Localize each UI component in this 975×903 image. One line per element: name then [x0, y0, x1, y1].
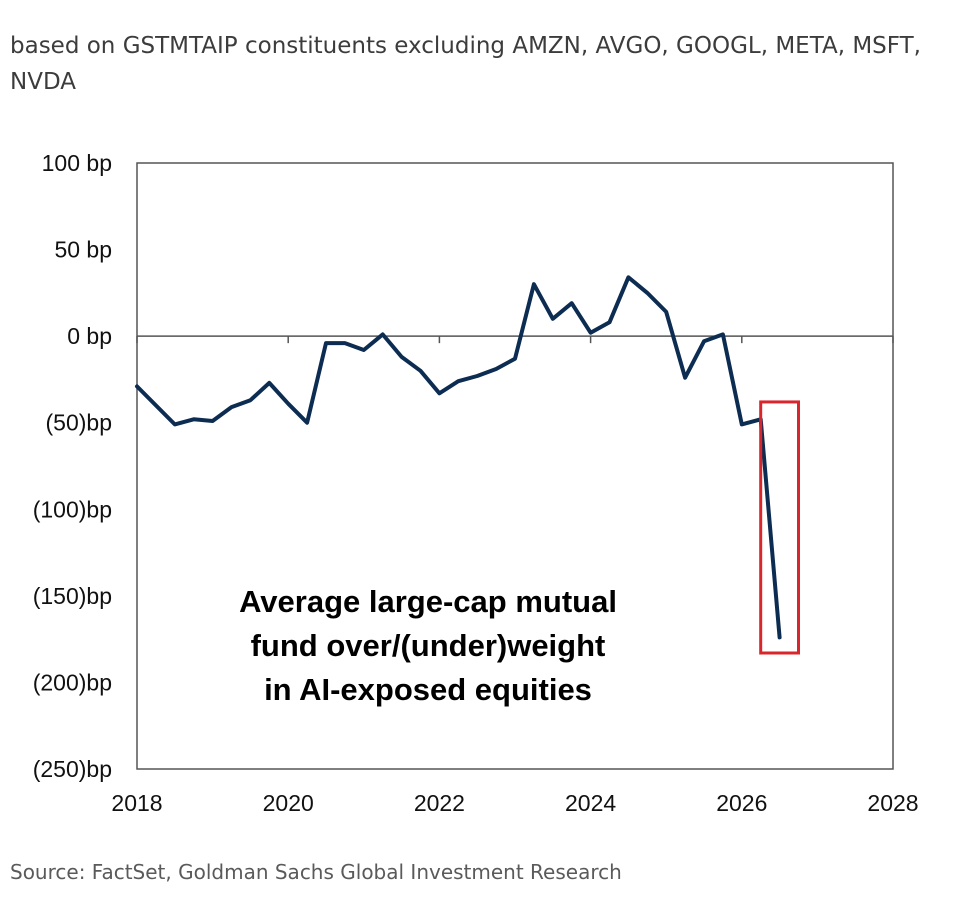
highlight-box [759, 400, 801, 655]
x-tick-label: 2026 [716, 790, 767, 816]
y-tick-label: 50 bp [54, 237, 112, 263]
x-tick-label: 2020 [263, 790, 314, 816]
x-axis: 2018 2020 2022 2024 2026 2028 [111, 790, 918, 816]
series-line [135, 275, 782, 640]
y-tick-label: (200)bp [33, 669, 112, 695]
chart-annotation: Average large-cap mutual fund over/(unde… [239, 584, 617, 707]
x-tick-label: 2028 [867, 790, 918, 816]
chart-subtitle: based on GSTMTAIP constituents excluding… [10, 33, 921, 95]
y-tick-label: 0 bp [67, 323, 112, 349]
plot-area [136, 162, 894, 770]
x-axis-tick-marks [136, 336, 894, 344]
y-tick-label: 100 bp [42, 150, 112, 176]
y-tick-label: (50)bp [46, 410, 112, 436]
x-tick-label: 2022 [414, 790, 465, 816]
annotation-line-1: Average large-cap mutual [239, 584, 617, 619]
annotation-line-3: in AI-exposed equities [264, 672, 592, 707]
x-tick-label: 2018 [111, 790, 162, 816]
y-tick-label: (150)bp [33, 583, 112, 609]
x-tick-label: 2024 [565, 790, 616, 816]
y-tick-label: (250)bp [33, 756, 112, 782]
y-tick-label: (100)bp [33, 496, 112, 522]
chart-source: Source: FactSet, Goldman Sachs Global In… [10, 860, 622, 884]
annotation-line-2: fund over/(under)weight [251, 628, 606, 663]
y-axis: 100 bp 50 bp 0 bp (50)bp (100)bp (150)bp (200)… [33, 150, 112, 782]
